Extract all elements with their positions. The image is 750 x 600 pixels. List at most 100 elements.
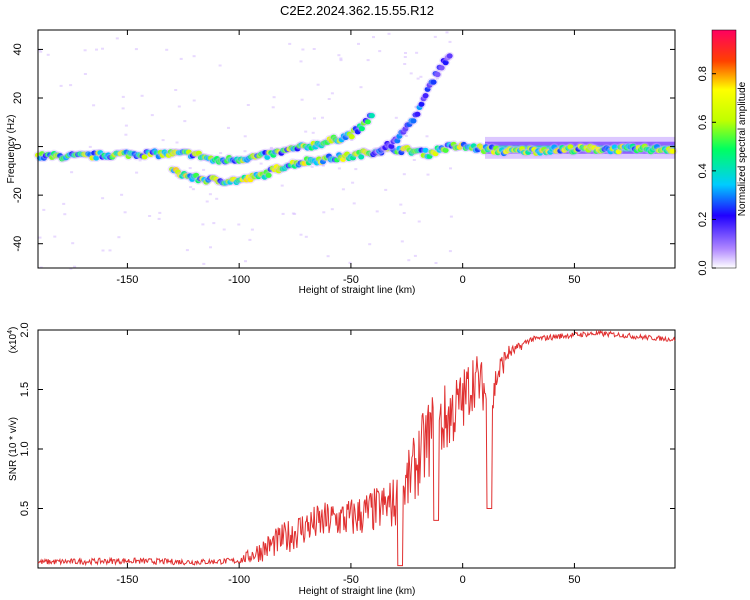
ridge-point (354, 129, 361, 135)
noise-speck (409, 72, 413, 75)
noise-speck (433, 35, 437, 38)
noise-speck (384, 188, 388, 191)
noise-speck (368, 243, 372, 246)
noise-speck (304, 235, 308, 238)
noise-speck (192, 99, 196, 102)
colorbar-tick-label: 0.0 (697, 260, 709, 275)
noise-speck (202, 262, 206, 265)
x-tick-label: -100 (228, 274, 250, 286)
noise-speck (359, 86, 363, 89)
noise-speck (348, 261, 352, 264)
colorbar-label: Normalized spectral amplitude (737, 81, 748, 216)
noise-speck (208, 193, 212, 196)
noise-speck (222, 228, 226, 231)
ridge-point (615, 149, 622, 155)
ridge-point (422, 93, 429, 99)
noise-speck (59, 84, 63, 87)
noise-speck (419, 75, 423, 78)
noise-speck (299, 60, 303, 63)
noise-speck (326, 255, 330, 258)
ridge-point (368, 113, 375, 119)
noise-speck (436, 77, 439, 80)
noise-speck (227, 126, 230, 129)
colorbar-tick-label: 0.2 (697, 212, 709, 227)
noise-speck (387, 32, 391, 35)
noise-speck (237, 223, 241, 226)
ridge-point (141, 154, 148, 160)
noise-speck (449, 215, 453, 218)
noise-speck (192, 55, 196, 58)
noise-speck (157, 217, 161, 220)
noise-speck (412, 159, 416, 161)
ridge-point (442, 147, 449, 153)
noise-speck (394, 116, 398, 119)
ridge-point (434, 71, 441, 78)
noise-speck (179, 57, 183, 60)
noise-speck (165, 48, 169, 51)
noise-speck (402, 173, 406, 176)
y-tick-label: 1.5 (19, 382, 31, 397)
ridge-point (195, 150, 202, 156)
noise-speck (250, 228, 254, 231)
noise-speck (280, 184, 284, 187)
noise-speck (101, 47, 104, 50)
noise-speck (372, 36, 375, 39)
noise-speck (161, 139, 165, 142)
noise-speck (402, 212, 406, 214)
noise-speck (108, 249, 112, 252)
ridge-point (358, 126, 365, 132)
ridge-point (426, 153, 433, 159)
noise-speck (243, 150, 247, 153)
ridge-point (551, 144, 558, 150)
snr-x-ticks: -150 -100 -50 0 50 (116, 330, 581, 586)
noise-speck (219, 152, 223, 155)
x-tick-label: 50 (568, 274, 580, 286)
noise-speck (158, 211, 162, 214)
noise-speck (415, 51, 419, 54)
noise-speck (301, 48, 305, 51)
x-tick-label: 50 (568, 574, 580, 586)
noise-speck (46, 53, 50, 56)
noise-speck (73, 265, 77, 268)
noise-speck (281, 212, 285, 215)
ridge-point (388, 143, 395, 149)
noise-speck (101, 197, 105, 200)
spectrogram-marks (33, 31, 678, 270)
noise-speck (416, 77, 420, 80)
noise-speck (426, 173, 430, 176)
x-tick-label: 0 (460, 574, 466, 586)
noise-speck (299, 233, 303, 236)
noise-speck (400, 240, 404, 243)
noise-speck (140, 94, 144, 97)
noise-speck (339, 59, 343, 62)
noise-speck (310, 165, 314, 168)
noise-speck (407, 259, 411, 262)
y-tick-label: 0 (12, 144, 24, 150)
snr-x-label: Height of straight line (km) (299, 586, 416, 597)
spectrogram-border (37, 29, 676, 269)
noise-speck (425, 135, 429, 138)
noise-speck (322, 211, 326, 214)
noise-speck (244, 260, 247, 263)
ridge-point (320, 159, 326, 165)
figure-title: C2E2.2024.362.15.55.R12 (280, 3, 434, 18)
colorbar-tick-label: 0.4 (697, 163, 709, 178)
noise-speck (177, 105, 181, 108)
ridge-point (247, 177, 254, 183)
colorbar: 0.0 0.2 0.4 0.6 0.8 Normalized spectral ampl… (697, 29, 748, 276)
snr-panel: -150 -100 -50 0 50 0.5 1.0 1.5 2.0 Height of st… (7, 322, 676, 597)
x-tick-label: -50 (343, 274, 359, 286)
noise-speck (70, 171, 74, 174)
ridge-point (442, 60, 449, 66)
ridge-point (193, 172, 200, 178)
noise-speck (218, 64, 222, 67)
spectrogram-panel: -150 -100 -50 0 50 -40 -20 0 20 40 Height of str… (6, 29, 678, 296)
noise-speck (449, 167, 452, 170)
noise-speck (413, 254, 417, 257)
noise-speck (148, 215, 152, 217)
noise-speck (92, 104, 96, 107)
noise-speck (327, 98, 331, 100)
noise-speck (188, 167, 192, 170)
ridge-point (422, 147, 429, 153)
